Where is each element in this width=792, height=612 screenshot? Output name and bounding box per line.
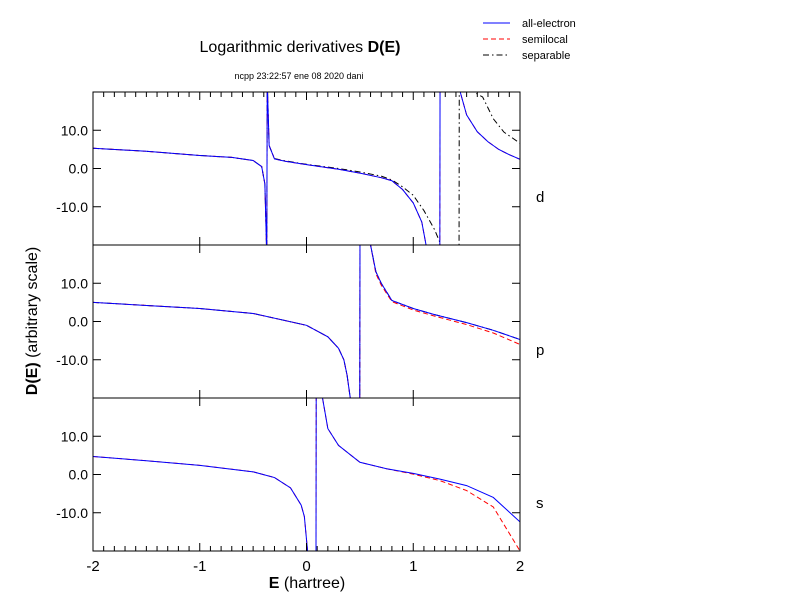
panel-s: 10.0 0.0 -10.0 s xyxy=(56,397,544,552)
panel-label-d: d xyxy=(536,189,544,206)
x-tick-label: -2 xyxy=(86,558,99,575)
x-tick-label: 1 xyxy=(409,558,417,575)
series-line-semilocal xyxy=(93,92,520,245)
legend: all-electron semilocal separable xyxy=(483,18,576,62)
series-line-separable xyxy=(93,92,520,245)
chart-title: Logarithmic derivatives D(E) xyxy=(200,39,401,56)
series-line-all-electron xyxy=(93,398,520,551)
chart-subtitle: ncpp 23:22:57 ene 08 2020 dani xyxy=(234,71,363,81)
panel-d: 10.0 0.0 -10.0 d xyxy=(56,91,544,246)
x-axis-label: E (hartree) xyxy=(269,575,345,592)
y-tick-label: -10.0 xyxy=(56,352,88,368)
x-tick-label: -1 xyxy=(193,558,206,575)
y-tick-label: 10.0 xyxy=(61,428,88,444)
y-tick-label: 10.0 xyxy=(61,275,88,291)
legend-label-all-electron: all-electron xyxy=(522,18,576,30)
x-tick-label: 2 xyxy=(516,558,524,575)
series-line-semilocal xyxy=(93,245,520,398)
panels: 10.0 0.0 -10.0 d 10.0 0.0 -10.0 p 10.0 0.0 -10.0 s xyxy=(56,91,544,552)
panel-frame xyxy=(92,91,521,246)
series-line-all-electron xyxy=(93,92,520,245)
series-line-all-electron xyxy=(93,245,520,398)
panel-frame xyxy=(92,397,521,552)
y-tick-label: -10.0 xyxy=(56,199,88,215)
legend-label-separable: separable xyxy=(522,50,570,62)
panel-label-p: p xyxy=(536,342,544,359)
x-tick-label: 0 xyxy=(302,558,310,575)
x-tick-labels: -2 -1 0 1 2 xyxy=(86,558,524,575)
y-tick-label: 0.0 xyxy=(69,161,89,177)
series-line-semilocal xyxy=(93,398,520,551)
y-tick-label: 10.0 xyxy=(61,122,88,138)
y-tick-label: -10.0 xyxy=(56,505,88,521)
panel-p: 10.0 0.0 -10.0 p xyxy=(56,244,544,399)
y-tick-label: 0.0 xyxy=(69,467,89,483)
y-tick-label: 0.0 xyxy=(69,314,89,330)
y-axis-label: D(E) (arbitrary scale) xyxy=(24,247,41,395)
panel-label-s: s xyxy=(536,495,544,512)
legend-label-semilocal: semilocal xyxy=(522,34,568,46)
